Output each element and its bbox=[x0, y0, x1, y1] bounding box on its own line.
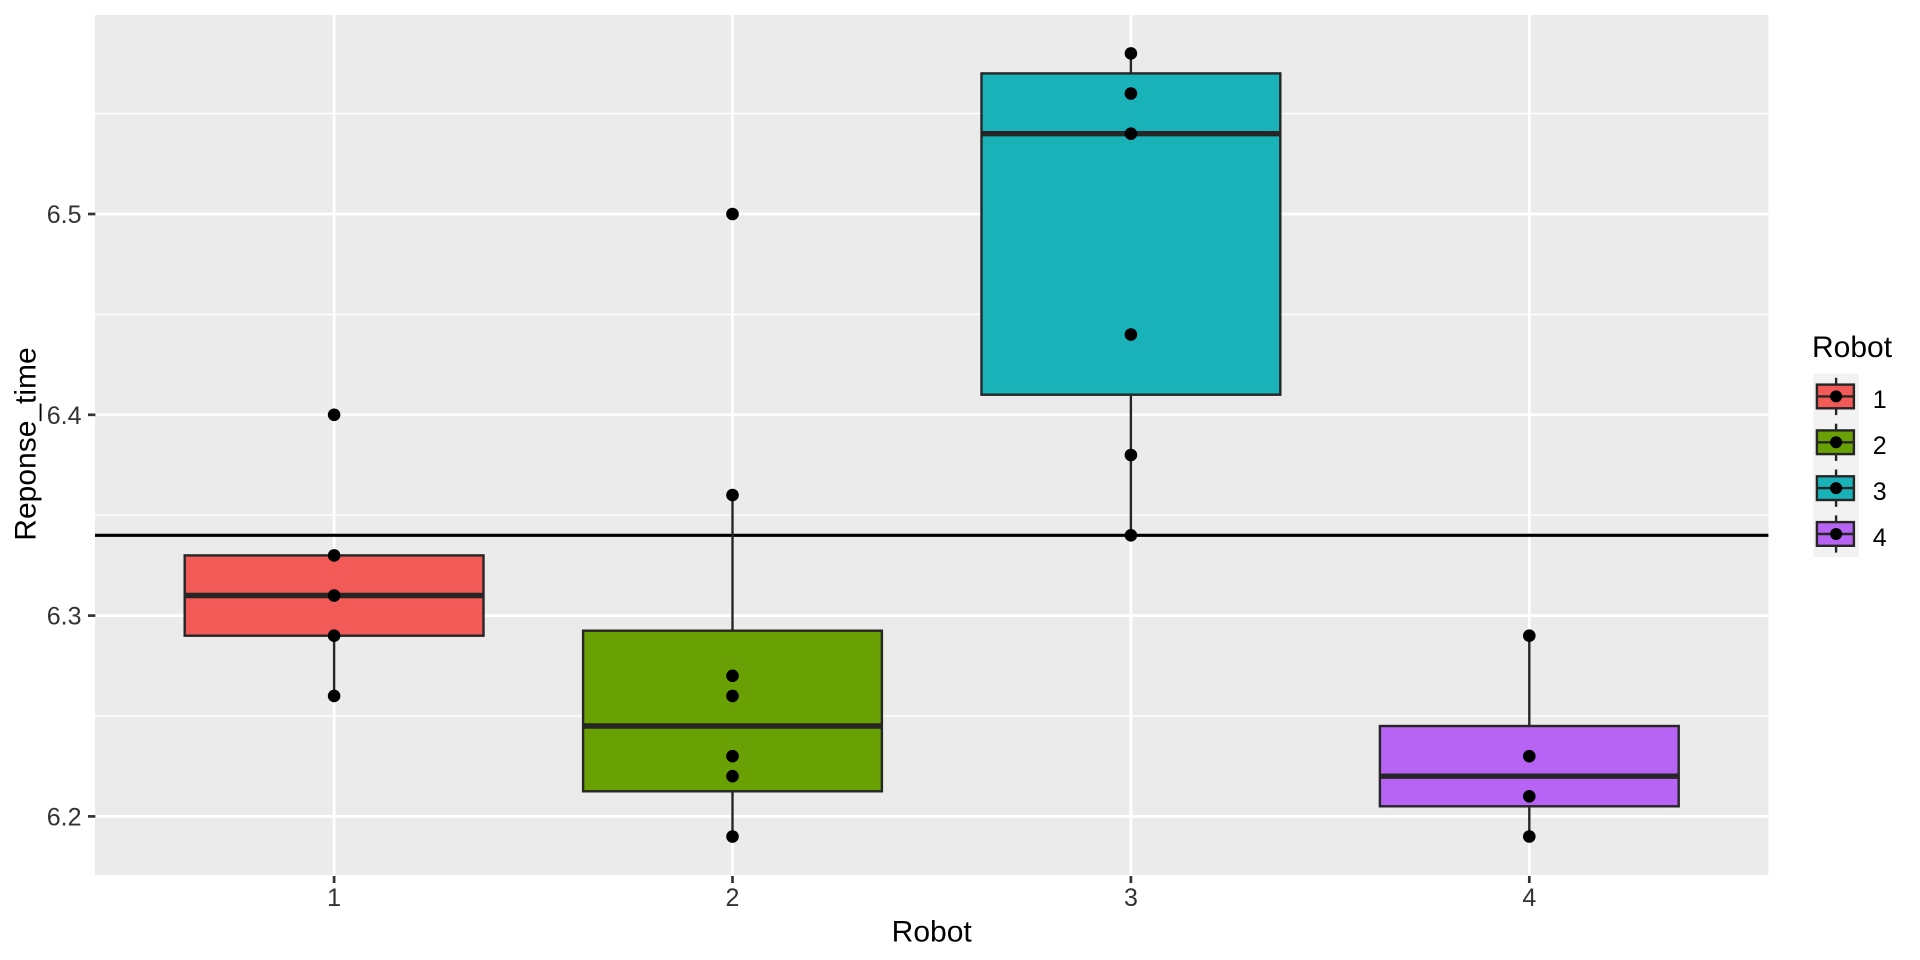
svg-text:Reponse_time: Reponse_time bbox=[10, 347, 43, 540]
svg-text:2: 2 bbox=[1873, 432, 1887, 460]
svg-text:Robot: Robot bbox=[1812, 331, 1893, 364]
svg-text:Robot: Robot bbox=[892, 916, 973, 949]
svg-text:6.2: 6.2 bbox=[47, 803, 82, 831]
svg-text:3: 3 bbox=[1124, 884, 1138, 912]
svg-text:6.5: 6.5 bbox=[47, 201, 82, 229]
svg-text:6.3: 6.3 bbox=[47, 603, 82, 631]
svg-text:4: 4 bbox=[1522, 884, 1536, 912]
svg-text:1: 1 bbox=[327, 884, 341, 912]
svg-text:3: 3 bbox=[1873, 478, 1887, 506]
svg-text:1: 1 bbox=[1873, 386, 1887, 414]
svg-text:2: 2 bbox=[726, 884, 740, 912]
svg-text:6.4: 6.4 bbox=[47, 402, 82, 430]
svg-text:4: 4 bbox=[1873, 524, 1887, 552]
